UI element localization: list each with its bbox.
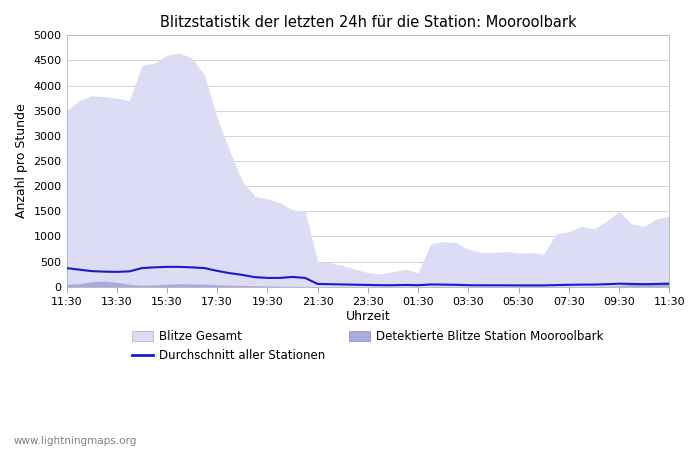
- Y-axis label: Anzahl pro Stunde: Anzahl pro Stunde: [15, 104, 28, 218]
- Title: Blitzstatistik der letzten 24h für die Station: Mooroolbark: Blitzstatistik der letzten 24h für die S…: [160, 15, 576, 30]
- Legend: Blitze Gesamt, Durchschnitt aller Stationen, Detektierte Blitze Station Mooroolb: Blitze Gesamt, Durchschnitt aller Statio…: [132, 330, 603, 362]
- X-axis label: Uhrzeit: Uhrzeit: [346, 310, 390, 323]
- Text: www.lightningmaps.org: www.lightningmaps.org: [14, 436, 137, 446]
